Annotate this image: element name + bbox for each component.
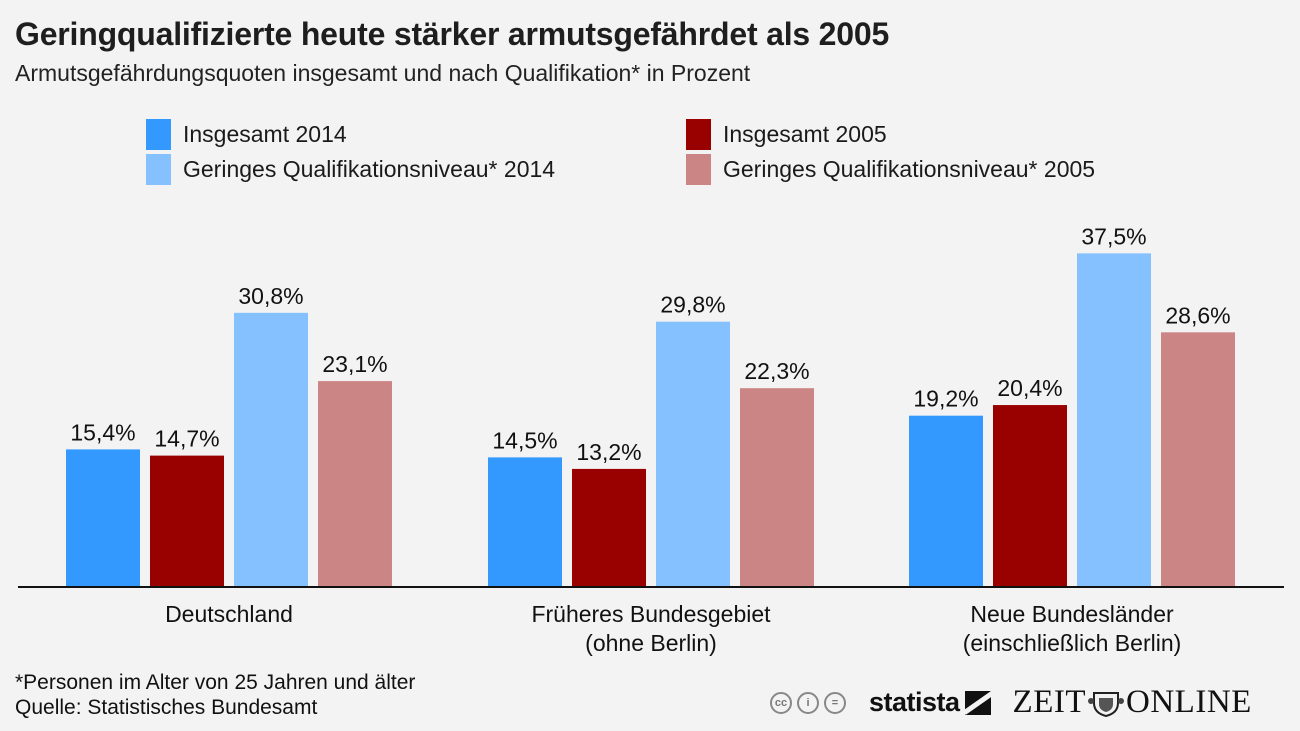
zeit-wordmark-left: ZEIT [1012, 684, 1087, 720]
statista-mark-icon [964, 690, 991, 715]
bar-0-1 [150, 455, 224, 586]
category-label-line: (ohne Berlin) [585, 630, 717, 656]
bar-2-3 [1161, 332, 1235, 586]
bar-1-0 [488, 457, 562, 586]
bar-0-0 [66, 449, 140, 586]
legend-label: Geringes Qualifikationsniveau* 2014 [183, 156, 556, 182]
legend-item-insgesamt-2014: Insgesamt 2014 [146, 119, 347, 150]
bar-value-label: 22,3% [744, 358, 809, 384]
zeit-crest-icon [1088, 691, 1125, 717]
chart-subtitle: Armutsgefährdungsquoten insgesamt und na… [15, 60, 751, 86]
bar-2-0 [909, 415, 983, 586]
bar-1-3 [740, 388, 814, 586]
by-icon: i [797, 691, 819, 714]
cc-icon: cc [770, 691, 792, 714]
bar-0-3 [318, 381, 392, 586]
bar-value-label: 19,2% [913, 386, 978, 412]
bar-value-label: 14,7% [154, 426, 219, 452]
logos: cc i = statista ZEIT ONLINE [770, 684, 1252, 721]
bar-value-label: 23,1% [322, 351, 387, 377]
legend-label: Insgesamt 2005 [723, 121, 887, 147]
legend-label: Geringes Qualifikationsniveau* 2005 [723, 156, 1096, 182]
footnote: *Personen im Alter von 25 Jahren und ält… [15, 670, 415, 720]
category-label: Früheres Bundesgebiet (ohne Berlin) [451, 600, 851, 658]
statista-wordmark: statista [869, 687, 960, 717]
nd-icon: = [824, 691, 846, 714]
legend-swatch [686, 119, 711, 150]
category-label-line: Neue Bundesländer [970, 601, 1174, 627]
category-label-line: Früheres Bundesgebiet [531, 601, 771, 627]
bar-value-label: 13,2% [576, 439, 641, 465]
bar-value-label: 28,6% [1165, 302, 1230, 328]
chart-title: Geringqualifizierte heute stärker armuts… [15, 16, 890, 52]
bar-2-1 [993, 405, 1067, 586]
footnote-source: Quelle: Statistisches Bundesamt [15, 696, 318, 719]
category-label-line: (einschließlich Berlin) [962, 630, 1182, 656]
legend-swatch [146, 119, 171, 150]
bar-value-label: 30,8% [238, 283, 303, 309]
statista-logo: statista [869, 687, 991, 718]
bar-value-label: 37,5% [1081, 223, 1146, 249]
bar-2-2 [1077, 253, 1151, 586]
legend-swatch [146, 154, 171, 185]
legend-item-insgesamt-2005: Insgesamt 2005 [686, 119, 887, 150]
footnote-note: *Personen im Alter von 25 Jahren und ält… [15, 671, 416, 694]
category-label-line: Deutschland [165, 601, 293, 627]
bar-1-1 [572, 468, 646, 586]
category-label: Neue Bundesländer (einschließlich Berlin) [872, 600, 1272, 658]
zeit-wordmark-right: ONLINE [1126, 684, 1252, 720]
legend-label: Insgesamt 2014 [183, 121, 347, 147]
bar-1-2 [656, 321, 730, 586]
bar-value-label: 20,4% [997, 375, 1062, 401]
bar-value-label: 15,4% [70, 419, 135, 445]
legend-item-gering-2005: Geringes Qualifikationsniveau* 2005 [686, 154, 1095, 185]
bar-0-2 [234, 312, 308, 586]
bar-value-label: 14,5% [492, 427, 557, 453]
legend-swatch [686, 154, 711, 185]
zeit-online-logo: ZEIT ONLINE [1013, 684, 1252, 721]
legend-item-gering-2014: Geringes Qualifikationsniveau* 2014 [146, 154, 555, 185]
bar-value-label: 29,8% [660, 292, 725, 318]
category-label: Deutschland [29, 600, 429, 629]
